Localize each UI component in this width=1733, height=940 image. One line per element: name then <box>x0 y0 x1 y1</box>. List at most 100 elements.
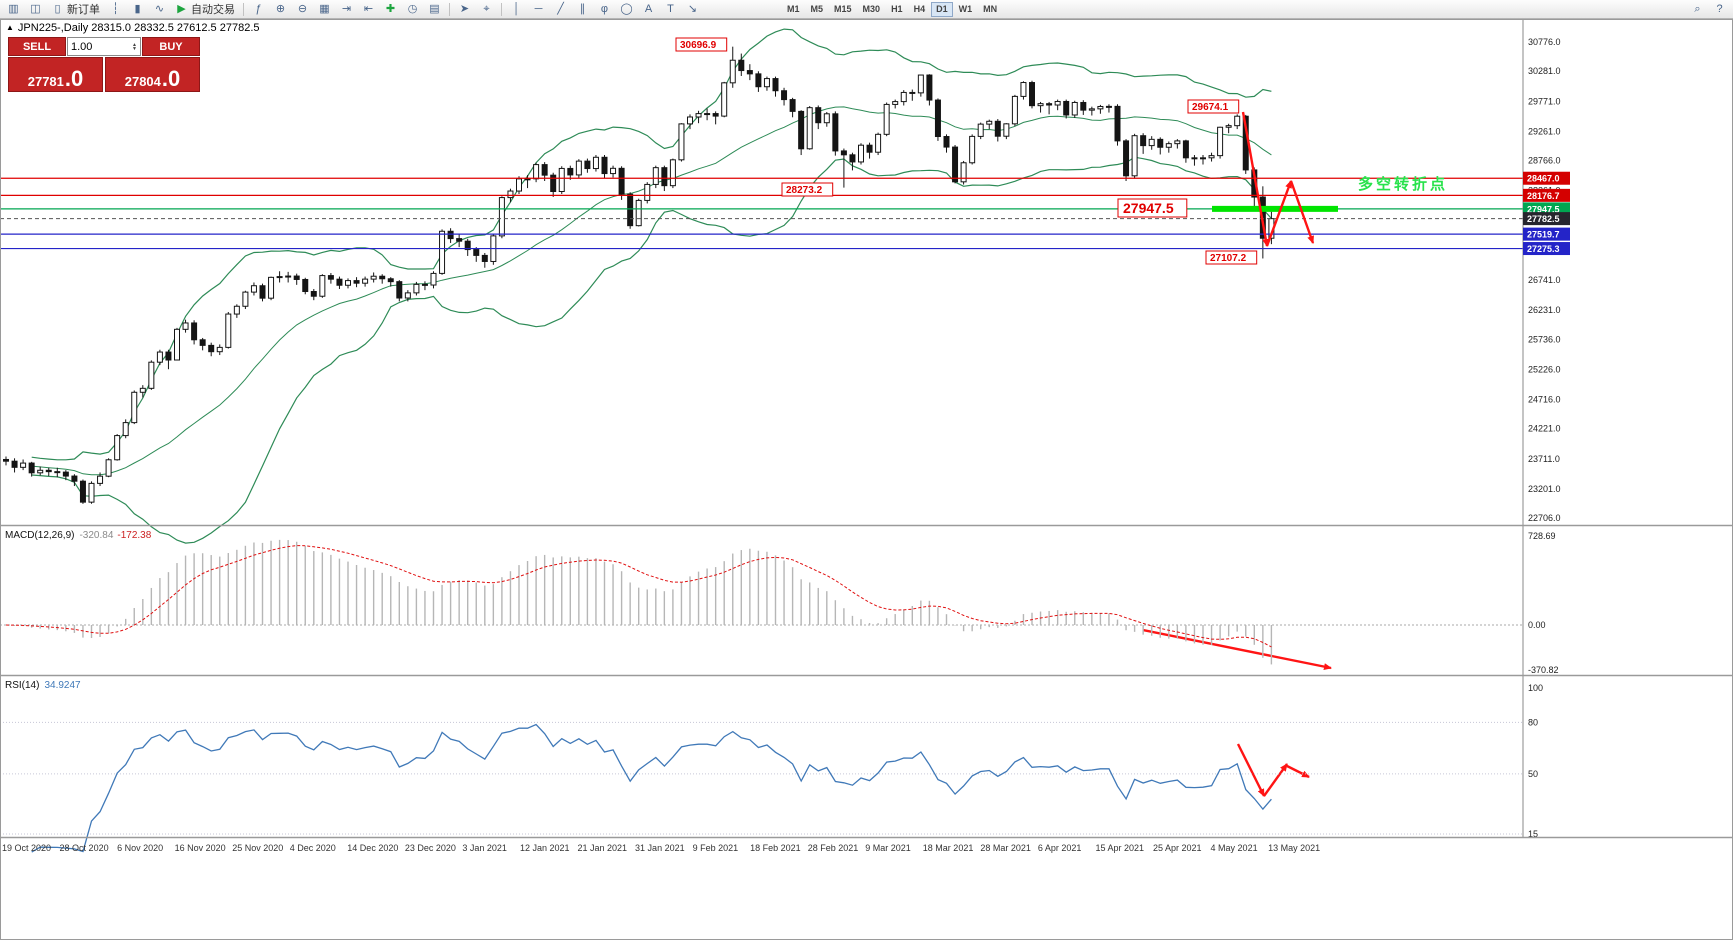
svg-text:6 Nov 2020: 6 Nov 2020 <box>117 843 163 853</box>
svg-text:27947.5: 27947.5 <box>1527 204 1560 214</box>
timeframe-w1-button[interactable]: W1 <box>954 2 978 17</box>
cursor-button[interactable]: ➤ <box>454 1 475 17</box>
toolbar-left-group: ▥ ◫ ▯ 新订单 ┆ ▮ ∿ ▶ 自动交易 ƒ ⊕ ⊖ ▦ ⇥ ⇤ ✚ ◷ ▤ ➤ ⌖ │ ─ ╱ ∥ φ ◯ A T ↘ <box>3 1 703 17</box>
crosshair-button[interactable]: ⌖ <box>476 1 497 17</box>
timeframe-h1-button[interactable]: H1 <box>886 2 908 17</box>
svg-text:31 Jan 2021: 31 Jan 2021 <box>635 843 685 853</box>
search-button[interactable]: ⌕ <box>1687 1 1708 17</box>
svg-text:30696.9: 30696.9 <box>680 40 717 51</box>
chart-bars-button[interactable]: ┆ <box>105 1 126 17</box>
trendline-button[interactable]: ╱ <box>550 1 571 17</box>
chart-bars-icon: ┆ <box>112 3 119 15</box>
svg-text:29261.0: 29261.0 <box>1528 126 1561 136</box>
sell-button[interactable]: SELL <box>8 37 66 56</box>
price-annotation[interactable]: 27947.5 <box>1117 198 1188 218</box>
svg-text:15 Apr 2021: 15 Apr 2021 <box>1095 843 1144 853</box>
toolbar-separator <box>449 2 450 16</box>
timeframe-m5-button[interactable]: M5 <box>806 2 829 17</box>
timeframe-m15-button[interactable]: M15 <box>829 2 857 17</box>
volume-spinner-icon[interactable]: ▲ ▼ <box>132 41 137 52</box>
date-axis[interactable]: 19 Oct 2020 28 Oct 2020 6 Nov 2020 16 Nov 2… <box>2 843 1320 853</box>
chart-line-button[interactable]: ∿ <box>149 1 170 17</box>
svg-text:4 May 2021: 4 May 2021 <box>1211 843 1258 853</box>
buy-price-button[interactable]: 27804.0 <box>105 57 200 92</box>
svg-text:28 Mar 2021: 28 Mar 2021 <box>980 843 1031 853</box>
rsi-axis[interactable]: 100 80 50 15 <box>1528 683 1543 839</box>
zoom-in-button[interactable]: ⊕ <box>270 1 291 17</box>
toolbar-separator <box>501 2 502 16</box>
timeframe-d1-button[interactable]: D1 <box>931 1 953 17</box>
svg-text:3 Jan 2021: 3 Jan 2021 <box>462 843 507 853</box>
macd-indicator <box>0 539 1523 665</box>
toolbar-right-group: ⌕? <box>1687 1 1730 17</box>
shapes-button[interactable]: ◯ <box>616 1 637 17</box>
timeframe-m1-button[interactable]: M1 <box>782 2 805 17</box>
autotrading-label: 自动交易 <box>191 4 235 16</box>
svg-text:25 Apr 2021: 25 Apr 2021 <box>1153 843 1202 853</box>
price-annotation[interactable]: 28273.2 <box>781 182 834 197</box>
panel-separators[interactable] <box>0 524 1733 839</box>
equidistant-channel-button[interactable]: ∥ <box>572 1 593 17</box>
candlestick-series <box>3 46 1275 504</box>
horizontal-line-button[interactable]: ─ <box>528 1 549 17</box>
svg-text:19 Oct 2020: 19 Oct 2020 <box>2 843 51 853</box>
arrows-icon: ↘ <box>687 3 698 15</box>
autotrading-button[interactable]: ▶ 自动交易 <box>171 1 239 17</box>
new-order-label: 新订单 <box>67 4 100 16</box>
help-button[interactable]: ? <box>1709 1 1730 17</box>
chart-title: ▲ JPN225-,Daily 28315.0 28332.5 27612.5 2… <box>6 22 260 34</box>
trend-arrows-macd[interactable] <box>1142 628 1332 671</box>
macd-axis[interactable]: 728.69 0.00 -370.82 <box>1528 531 1559 675</box>
svg-text:27947.5: 27947.5 <box>1123 200 1174 216</box>
trend-arrows-rsi[interactable] <box>1236 743 1310 797</box>
arrows-button[interactable]: ↘ <box>682 1 703 17</box>
one-click-expand-icon[interactable]: ▲ <box>6 23 14 32</box>
crosshair-icon: ⌖ <box>483 3 490 15</box>
periods-button[interactable]: ◷ <box>402 1 423 17</box>
indicators-button[interactable]: ƒ <box>248 1 269 17</box>
volume-stepper[interactable]: 1.00 ▲ ▼ <box>67 37 141 56</box>
macd-signal-value: -172.38 <box>117 530 152 541</box>
chart-candles-button[interactable]: ▮ <box>127 1 148 17</box>
tile-windows-button[interactable]: ▦ <box>314 1 335 17</box>
timeframe-m30-button[interactable]: M30 <box>858 2 886 17</box>
templates-button[interactable]: ▤ <box>424 1 445 17</box>
price-annotation[interactable]: 27107.2 <box>1205 250 1258 265</box>
shapes-icon: ◯ <box>620 3 633 15</box>
svg-text:12 Jan 2021: 12 Jan 2021 <box>520 843 570 853</box>
buy-button[interactable]: BUY <box>142 37 200 56</box>
trend-arrows-main[interactable] <box>1241 111 1315 247</box>
buy-price-frac: .0 <box>161 66 181 92</box>
text-button[interactable]: A <box>638 1 659 17</box>
timeframe-mn-button[interactable]: MN <box>978 2 1002 17</box>
svg-text:-370.82: -370.82 <box>1528 665 1559 675</box>
profiles-icon: ◫ <box>30 3 41 15</box>
price-axis[interactable]: 30776.030281.029771.029261.028766.028261… <box>1522 19 1733 940</box>
note-text[interactable]: 多空转折点 <box>1358 175 1448 193</box>
auto-scroll-button[interactable]: ⇥ <box>336 1 357 17</box>
text-label-button[interactable]: T <box>660 1 681 17</box>
chart-shift-button[interactable]: ⇤ <box>358 1 379 17</box>
chart-shift-icon: ⇤ <box>363 3 374 15</box>
add-indicator-button[interactable]: ✚ <box>380 1 401 17</box>
rsi-indicator <box>0 721 1523 853</box>
timeframe-h4-button[interactable]: H4 <box>909 2 931 17</box>
profiles-button[interactable]: ◫ <box>25 1 46 17</box>
new-order-button[interactable]: ▯ 新订单 <box>47 1 104 17</box>
new-chart-button[interactable]: ▥ <box>3 1 24 17</box>
zoom-out-button[interactable]: ⊖ <box>292 1 313 17</box>
svg-text:9 Mar 2021: 9 Mar 2021 <box>865 843 911 853</box>
vertical-line-button[interactable]: │ <box>506 1 527 17</box>
svg-text:29674.1: 29674.1 <box>1192 102 1229 113</box>
chart-background <box>0 19 1733 940</box>
price-annotation[interactable]: 29674.1 <box>1187 99 1240 114</box>
sell-price-button[interactable]: 27781.0 <box>8 57 103 92</box>
price-annotation[interactable]: 30696.9 <box>675 37 728 52</box>
svg-text:25736.0: 25736.0 <box>1528 334 1561 344</box>
horizontal-line-icon: ─ <box>534 3 543 15</box>
fibonacci-button[interactable]: φ <box>594 1 615 17</box>
svg-text:100: 100 <box>1528 683 1543 693</box>
svg-text:21 Jan 2021: 21 Jan 2021 <box>578 843 628 853</box>
